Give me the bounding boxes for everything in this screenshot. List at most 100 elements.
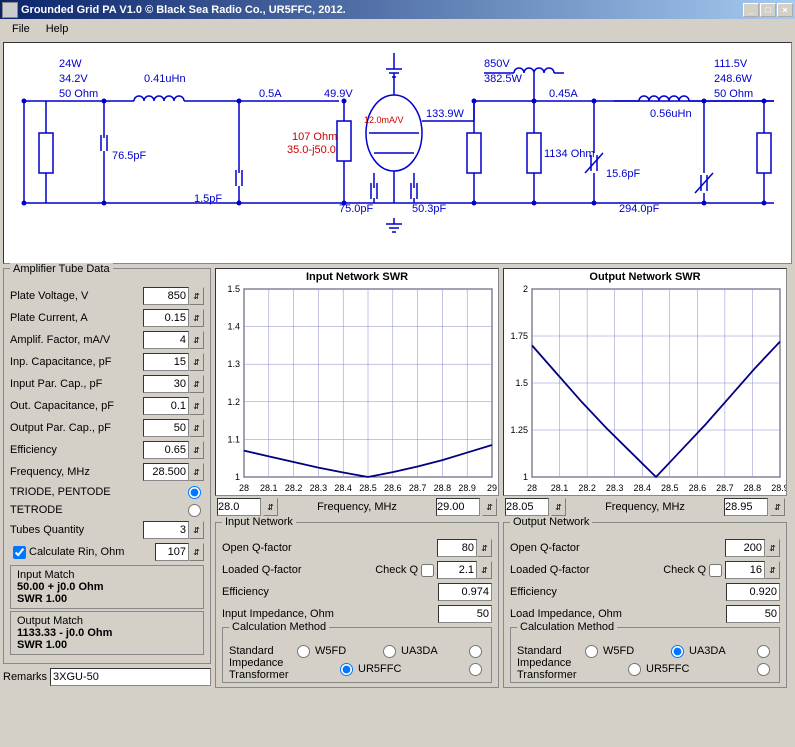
in-imp-radio[interactable] bbox=[340, 663, 353, 676]
amp-row-input[interactable] bbox=[143, 441, 189, 459]
in-m-standard: Standard bbox=[229, 645, 292, 657]
svg-text:1.4: 1.4 bbox=[227, 322, 240, 332]
calc-rin-label: Calculate Rin, Ohm bbox=[29, 546, 155, 558]
spin-icon[interactable]: ⇵ bbox=[477, 539, 492, 557]
circuit-label: 0.45A bbox=[549, 88, 578, 100]
in-imp-input[interactable] bbox=[438, 605, 492, 623]
in-imp-label: Input Impedance, Ohm bbox=[222, 608, 438, 620]
amp-row-input[interactable] bbox=[143, 331, 189, 349]
close-button[interactable]: × bbox=[777, 3, 793, 17]
amp-row-input[interactable] bbox=[143, 397, 189, 415]
input-match-imp: 50.00 + j0.0 Ohm bbox=[17, 581, 197, 593]
in-calc-legend: Calculation Method bbox=[229, 621, 329, 633]
out-check-q-checkbox[interactable] bbox=[709, 564, 722, 577]
spin-icon[interactable]: ⇵ bbox=[189, 375, 204, 393]
svg-text:28.7: 28.7 bbox=[409, 483, 427, 493]
out-standard-radio[interactable] bbox=[585, 645, 598, 658]
circuit-label: 35.0-j50.0 bbox=[287, 144, 336, 156]
spin-icon[interactable]: ⇵ bbox=[551, 498, 566, 516]
remarks-label: Remarks bbox=[3, 671, 47, 683]
spin-icon[interactable]: ⇵ bbox=[765, 561, 780, 579]
in-loaded-q-input[interactable] bbox=[437, 561, 477, 579]
out-ua3da-radio[interactable] bbox=[757, 645, 770, 658]
minimize-button[interactable]: _ bbox=[743, 3, 759, 17]
tubes-qty-input[interactable] bbox=[143, 521, 189, 539]
circuit-label: 1.5pF bbox=[194, 193, 222, 205]
svg-text:28.6: 28.6 bbox=[384, 483, 402, 493]
in-w5fd-radio[interactable] bbox=[383, 645, 396, 658]
circuit-label: 1134 Ohm bbox=[544, 148, 595, 160]
in-ua3da-radio[interactable] bbox=[469, 645, 482, 658]
in-m-ur5ffc: UR5FFC bbox=[358, 663, 464, 675]
menu-help[interactable]: Help bbox=[38, 21, 77, 37]
out-imp-radio[interactable] bbox=[628, 663, 641, 676]
out-open-q-input[interactable] bbox=[725, 539, 765, 557]
in-check-q-checkbox[interactable] bbox=[421, 564, 434, 577]
spin-icon[interactable]: ⇵ bbox=[189, 419, 204, 437]
input-network-group: Input Network Open Q-factor⇵ Loaded Q-fa… bbox=[215, 522, 499, 688]
spin-icon[interactable]: ⇵ bbox=[189, 353, 204, 371]
spin-icon[interactable]: ⇵ bbox=[189, 309, 204, 327]
out-m-imp: Impedance Transformer bbox=[517, 657, 623, 681]
in-eff-input[interactable] bbox=[438, 583, 492, 601]
in-ur5ffc-radio[interactable] bbox=[469, 663, 482, 676]
spin-icon[interactable]: ⇵ bbox=[770, 498, 785, 516]
svg-text:1.5: 1.5 bbox=[515, 378, 528, 388]
amplifier-legend: Amplifier Tube Data bbox=[10, 263, 113, 275]
amp-row-input[interactable] bbox=[143, 287, 189, 305]
spin-icon[interactable]: ⇵ bbox=[189, 441, 204, 459]
in-open-q-input[interactable] bbox=[437, 539, 477, 557]
spin-icon[interactable]: ⇵ bbox=[189, 463, 204, 481]
in-standard-radio[interactable] bbox=[297, 645, 310, 658]
rin-input[interactable] bbox=[155, 543, 189, 561]
input-match-box: Input Match 50.00 + j0.0 Ohm SWR 1.00 bbox=[10, 565, 204, 609]
in-open-q-label: Open Q-factor bbox=[222, 542, 437, 554]
output-freq-lo[interactable] bbox=[505, 498, 549, 516]
amp-row-input[interactable] bbox=[143, 463, 189, 481]
circuit-label: 111.5V bbox=[714, 58, 747, 70]
out-loaded-q-input[interactable] bbox=[725, 561, 765, 579]
output-freq-hi[interactable] bbox=[724, 498, 768, 516]
out-eff-label: Efficiency bbox=[510, 586, 726, 598]
input-freq-lo[interactable] bbox=[217, 498, 261, 516]
triode-radio[interactable] bbox=[188, 486, 201, 499]
out-imp-input[interactable] bbox=[726, 605, 780, 623]
output-network-group: Output Network Open Q-factor⇵ Loaded Q-f… bbox=[503, 522, 787, 688]
svg-text:28.4: 28.4 bbox=[633, 483, 651, 493]
remarks-input[interactable] bbox=[50, 668, 211, 686]
spin-icon[interactable]: ⇵ bbox=[477, 561, 492, 579]
circuit-label: 248.6W bbox=[714, 73, 752, 85]
circuit-label: 49.9V bbox=[324, 88, 353, 100]
tetrode-radio[interactable] bbox=[188, 504, 201, 517]
spin-icon[interactable]: ⇵ bbox=[189, 521, 204, 539]
spin-icon[interactable]: ⇵ bbox=[189, 287, 204, 305]
amp-row-label: Out. Capacitance, pF bbox=[10, 400, 143, 412]
spin-icon[interactable]: ⇵ bbox=[189, 397, 204, 415]
out-loaded-q-label: Loaded Q-factor bbox=[510, 564, 663, 576]
svg-text:28.6: 28.6 bbox=[689, 483, 707, 493]
output-match-swr: SWR 1.00 bbox=[17, 639, 197, 651]
titlebar: Grounded Grid PA V1.0 © Black Sea Radio … bbox=[0, 0, 795, 19]
amp-row-input[interactable] bbox=[143, 309, 189, 327]
svg-text:28.2: 28.2 bbox=[285, 483, 303, 493]
spin-icon[interactable]: ⇵ bbox=[189, 331, 204, 349]
amp-row-input[interactable] bbox=[143, 353, 189, 371]
amp-row-input[interactable] bbox=[143, 375, 189, 393]
maximize-button[interactable]: □ bbox=[760, 3, 776, 17]
menu-file[interactable]: File bbox=[4, 21, 38, 37]
input-freq-hi[interactable] bbox=[436, 498, 480, 516]
spin-icon[interactable]: ⇵ bbox=[765, 539, 780, 557]
out-ur5ffc-radio[interactable] bbox=[757, 663, 770, 676]
amp-row-input[interactable] bbox=[143, 419, 189, 437]
calc-rin-checkbox[interactable] bbox=[13, 546, 26, 559]
out-w5fd-radio[interactable] bbox=[671, 645, 684, 658]
spin-icon[interactable]: ⇵ bbox=[482, 498, 497, 516]
spin-icon[interactable]: ⇵ bbox=[263, 498, 278, 516]
input-match-title: Input Match bbox=[17, 569, 197, 581]
circuit-label: 75.0pF bbox=[339, 203, 373, 215]
svg-text:2: 2 bbox=[523, 285, 528, 294]
circuit-label: 0.5A bbox=[259, 88, 282, 100]
in-m-w5fd: W5FD bbox=[315, 645, 378, 657]
spin-icon[interactable]: ⇵ bbox=[189, 543, 204, 561]
out-eff-input[interactable] bbox=[726, 583, 780, 601]
